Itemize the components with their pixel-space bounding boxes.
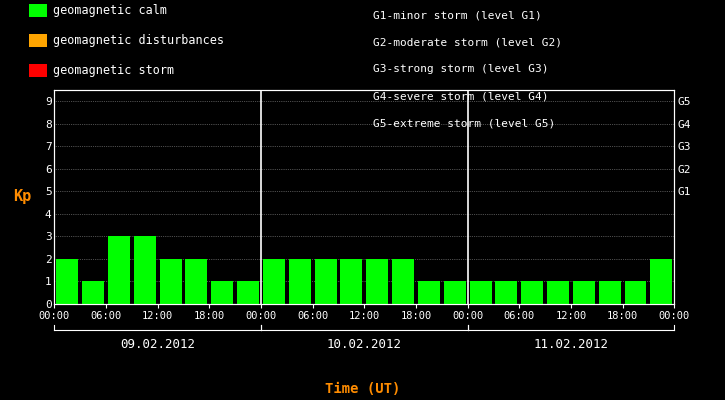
Bar — [418, 282, 440, 304]
Bar — [444, 282, 465, 304]
Bar — [366, 259, 388, 304]
Text: G3-strong storm (level G3): G3-strong storm (level G3) — [373, 64, 549, 74]
Text: 11.02.2012: 11.02.2012 — [534, 338, 608, 350]
Bar — [392, 259, 414, 304]
Text: 10.02.2012: 10.02.2012 — [327, 338, 402, 350]
Bar — [134, 236, 156, 304]
Bar — [108, 236, 130, 304]
Bar — [315, 259, 336, 304]
Text: G4-severe storm (level G4): G4-severe storm (level G4) — [373, 92, 549, 102]
Text: geomagnetic disturbances: geomagnetic disturbances — [53, 34, 224, 47]
Bar — [82, 282, 104, 304]
Text: Kp: Kp — [12, 190, 31, 204]
Bar — [289, 259, 311, 304]
Text: G2-moderate storm (level G2): G2-moderate storm (level G2) — [373, 37, 563, 47]
Text: geomagnetic calm: geomagnetic calm — [53, 4, 167, 17]
Text: geomagnetic storm: geomagnetic storm — [53, 64, 174, 77]
Bar — [57, 259, 78, 304]
Bar — [160, 259, 181, 304]
Text: G1-minor storm (level G1): G1-minor storm (level G1) — [373, 10, 542, 20]
Bar — [624, 282, 647, 304]
Text: 09.02.2012: 09.02.2012 — [120, 338, 195, 350]
Bar — [495, 282, 518, 304]
Bar — [186, 259, 207, 304]
Text: Time (UT): Time (UT) — [325, 382, 400, 396]
Bar — [573, 282, 594, 304]
Text: G5-extreme storm (level G5): G5-extreme storm (level G5) — [373, 119, 555, 129]
Bar — [650, 259, 672, 304]
Bar — [263, 259, 285, 304]
Bar — [341, 259, 362, 304]
Bar — [521, 282, 543, 304]
Bar — [470, 282, 492, 304]
Bar — [211, 282, 233, 304]
Bar — [237, 282, 259, 304]
Bar — [599, 282, 621, 304]
Bar — [547, 282, 569, 304]
